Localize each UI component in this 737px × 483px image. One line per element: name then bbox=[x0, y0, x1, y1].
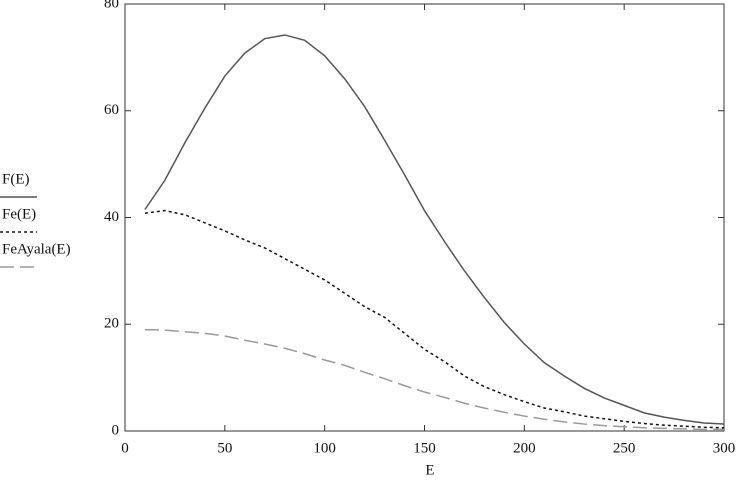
legend-label: F(E) bbox=[2, 171, 30, 187]
y-tick-label: 20 bbox=[104, 316, 119, 332]
data-line bbox=[144, 34, 725, 425]
x-tick-label: 50 bbox=[217, 440, 232, 456]
y-tick-label: 40 bbox=[104, 209, 119, 225]
legend-label: Fe(E) bbox=[2, 206, 36, 222]
legend-label: FeAyala(E) bbox=[2, 241, 71, 257]
y-tick-label: 60 bbox=[104, 102, 119, 118]
x-tick-label: 100 bbox=[313, 440, 336, 456]
y-tick-label: 0 bbox=[112, 422, 120, 438]
x-tick-label: 0 bbox=[121, 440, 129, 456]
x-tick-label: 200 bbox=[513, 440, 536, 456]
y-tick-label: 80 bbox=[104, 0, 119, 11]
x-tick-label: 150 bbox=[413, 440, 436, 456]
data-line bbox=[144, 209, 725, 429]
x-tick-label: 300 bbox=[713, 440, 736, 456]
plot-frame bbox=[124, 3, 725, 432]
x-tick-label: 250 bbox=[613, 440, 636, 456]
data-line bbox=[144, 328, 724, 431]
x-axis-label: E bbox=[425, 462, 434, 478]
